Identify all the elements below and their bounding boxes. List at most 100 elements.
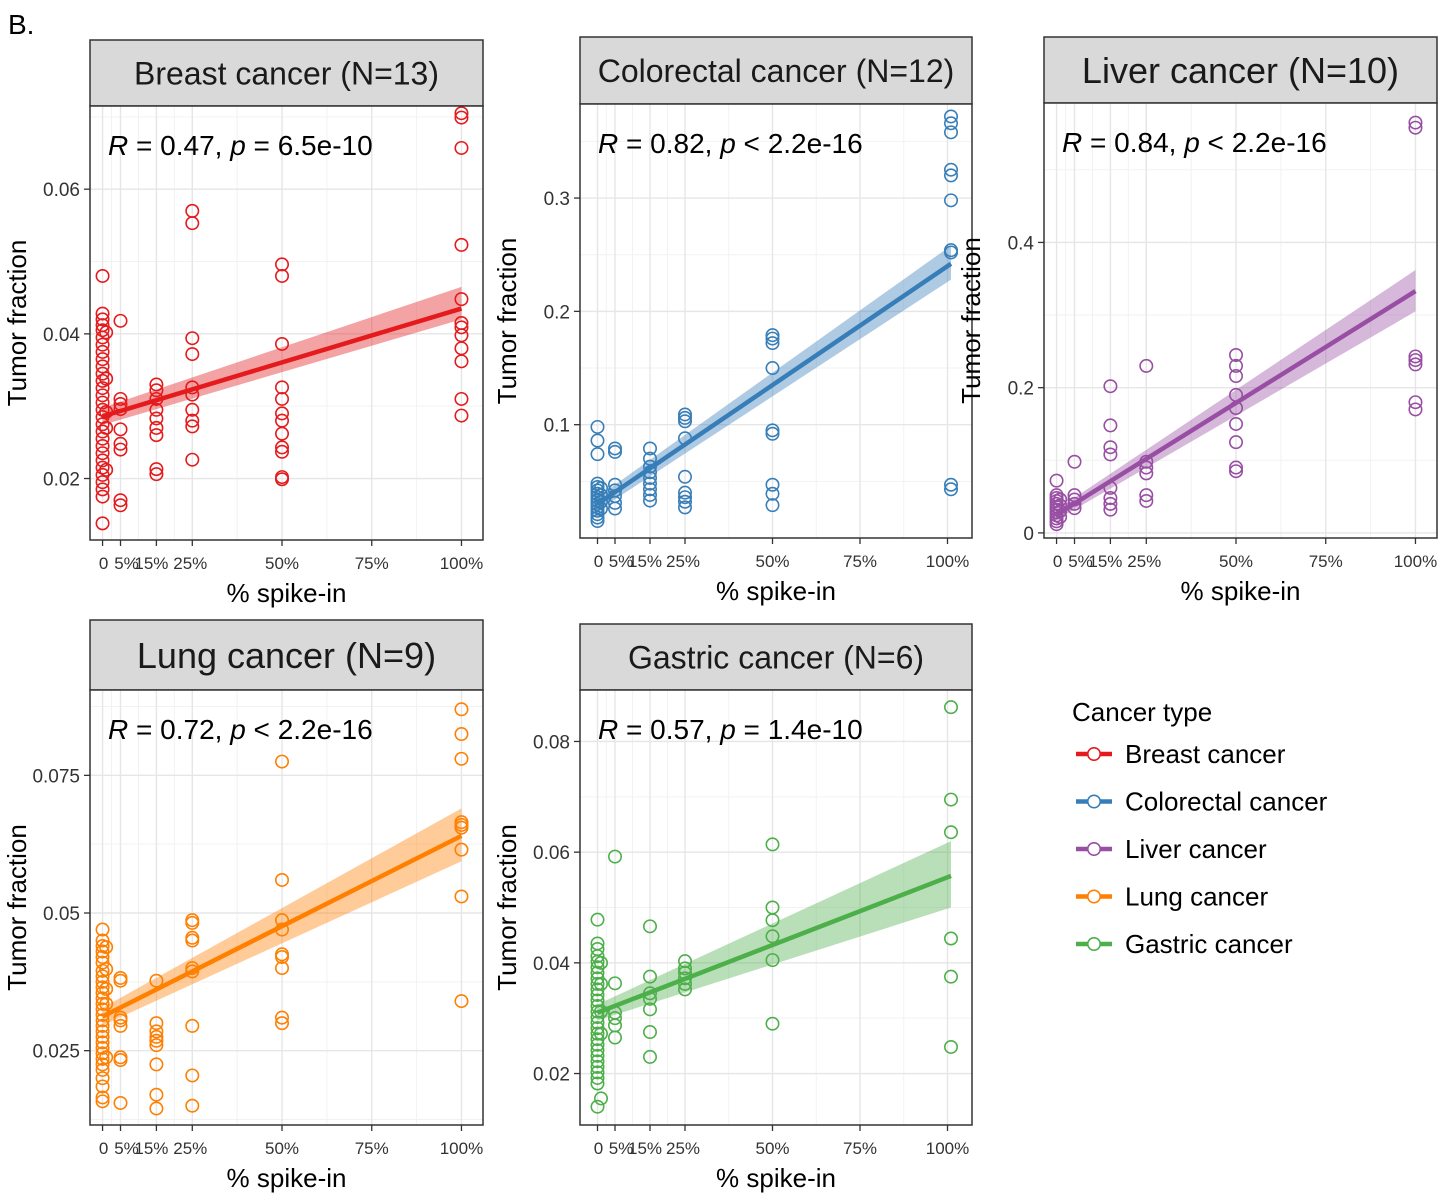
data-point — [1139, 493, 1154, 508]
data-point — [149, 1033, 164, 1048]
x-tick-label: 100% — [1394, 552, 1437, 571]
data-point — [765, 837, 780, 852]
data-point — [149, 1101, 164, 1116]
data-point — [765, 336, 780, 351]
data-point — [765, 426, 780, 441]
data-point — [590, 1065, 605, 1080]
data-point — [943, 700, 958, 715]
data-point — [590, 949, 605, 964]
correlation-annotation: R = 0.57, p = 1.4e-10 — [598, 714, 863, 745]
plot-border — [89, 105, 484, 541]
legend-key-point — [1087, 889, 1102, 904]
data-point — [1103, 379, 1118, 394]
data-point — [275, 950, 290, 965]
data-point — [113, 422, 128, 437]
data-point — [95, 352, 110, 367]
y-tick-label: 0.02 — [533, 1065, 570, 1086]
data-point — [454, 751, 469, 766]
data-point — [765, 331, 780, 346]
y-axis-title: Tumor fraction — [492, 824, 522, 991]
data-point — [590, 1043, 605, 1058]
data-point — [765, 486, 780, 501]
figure-label: B. — [8, 9, 34, 40]
data-point — [113, 1013, 128, 1028]
panel-strip — [1043, 36, 1438, 104]
data-point — [149, 1016, 164, 1031]
data-point — [454, 110, 469, 125]
data-point — [149, 428, 164, 443]
x-tick-label: 100% — [926, 1139, 969, 1158]
data-point — [454, 237, 469, 252]
data-point — [149, 1038, 164, 1053]
data-point — [677, 469, 692, 484]
data-point — [113, 498, 128, 513]
data-point — [275, 391, 290, 406]
x-tick-label: 25% — [1127, 552, 1161, 571]
data-point — [95, 996, 110, 1011]
x-tick-label: 5% — [114, 1139, 139, 1158]
correlation-annotation: R = 0.84, p < 2.2e-16 — [1062, 127, 1327, 158]
data-point — [765, 1016, 780, 1031]
x-tick-label: 5% — [1068, 552, 1093, 571]
y-tick-label: 0.04 — [43, 325, 80, 346]
data-point — [185, 402, 200, 417]
data-point — [185, 1018, 200, 1033]
data-point — [943, 1039, 958, 1054]
data-point — [275, 406, 290, 421]
data-point — [593, 1026, 608, 1041]
data-point — [642, 919, 657, 934]
data-point — [1049, 517, 1064, 532]
x-tick-label: 15% — [1088, 552, 1122, 571]
data-point — [590, 514, 605, 529]
data-point — [95, 482, 110, 497]
data-point — [677, 982, 692, 997]
data-point — [275, 440, 290, 455]
data-point — [607, 501, 622, 516]
panel-5: Gastric cancer (N=6) R = 0.57, p = 1.4e-1… — [492, 623, 973, 1193]
x-tick-label: 50% — [265, 554, 299, 573]
data-point — [454, 140, 469, 155]
data-point — [185, 1068, 200, 1083]
data-point — [149, 420, 164, 435]
data-point — [590, 510, 605, 525]
data-point — [454, 320, 469, 335]
data-point — [454, 889, 469, 904]
data-point — [149, 402, 164, 417]
data-point — [454, 842, 469, 857]
data-point — [95, 1046, 110, 1061]
data-point — [1049, 473, 1064, 488]
data-point — [95, 969, 110, 984]
x-axis-title: % spike-in — [227, 1163, 347, 1193]
y-tick-label: 0.4 — [1008, 233, 1035, 254]
y-tick-label: 0.06 — [43, 180, 80, 201]
data-point — [1229, 347, 1244, 362]
data-point — [95, 312, 110, 327]
legend-label: Gastric cancer — [1125, 929, 1293, 959]
data-point — [149, 467, 164, 482]
x-tick-label: 5% — [609, 1139, 634, 1158]
data-point — [593, 1091, 608, 1106]
x-axis-title: % spike-in — [716, 1163, 836, 1193]
x-tick-label: 0 — [99, 554, 108, 573]
data-point — [607, 1030, 622, 1045]
data-point — [765, 953, 780, 968]
data-point — [185, 347, 200, 362]
data-point — [593, 481, 608, 496]
data-point — [943, 162, 958, 177]
data-point — [95, 337, 110, 352]
data-point — [765, 361, 780, 376]
x-tick-label: 50% — [265, 1139, 299, 1158]
data-point — [677, 407, 692, 422]
legend-item: Colorectal cancer — [1076, 787, 1328, 817]
legend-item: Gastric cancer — [1076, 929, 1293, 959]
regression-line — [596, 261, 953, 506]
y-tick-label: 0.02 — [43, 470, 80, 491]
data-point — [590, 912, 605, 927]
data-point — [185, 964, 200, 979]
data-point — [275, 380, 290, 395]
data-point — [642, 451, 657, 466]
panel-title: Gastric cancer (N=6) — [628, 640, 924, 676]
data-point — [95, 446, 110, 461]
data-point — [185, 331, 200, 346]
